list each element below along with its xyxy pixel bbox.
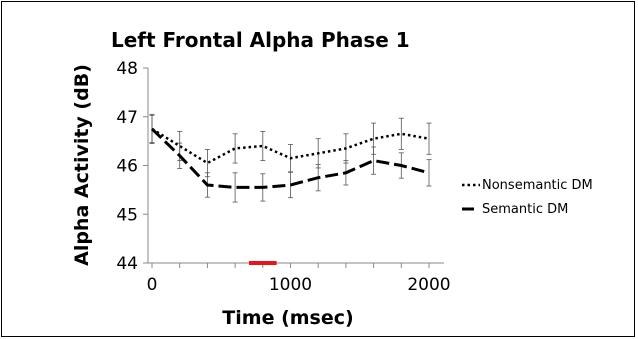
y-tick-label: 44 (116, 254, 138, 274)
x-tick-label: 0 (147, 275, 158, 295)
series-line-semantic (150, 127, 430, 189)
y-tick-label: 46 (116, 157, 138, 177)
y-tick-label: 45 (116, 205, 138, 225)
y-axis-label: Alpha Activity (dB) (71, 64, 93, 266)
y-tick-label: 47 (116, 108, 138, 128)
chart-title: Left Frontal Alpha Phase 1 (111, 28, 410, 52)
legend-label: Nonsemantic DM (482, 178, 593, 193)
y-tick-label: 48 (116, 59, 138, 79)
x-axis-label: Time (msec) (222, 307, 353, 329)
series-line-nonsemantic (151, 127, 430, 165)
x-tick-label: 2000 (407, 275, 450, 295)
x-tick-label: 1000 (269, 275, 312, 295)
legend-label: Semantic DM (482, 202, 568, 217)
